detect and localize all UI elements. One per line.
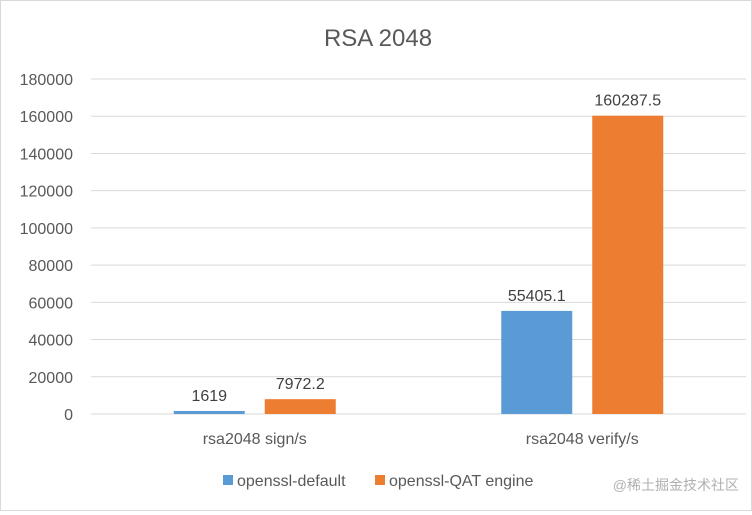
y-tick-label: 40000 [29, 333, 74, 350]
y-tick-label: 60000 [29, 295, 74, 312]
data-label: 1619 [191, 388, 227, 405]
data-label: 55405.1 [508, 288, 566, 305]
data-labels: 1619 7972.2 55405.1 160287.5 [191, 93, 661, 405]
y-tick-label: 0 [64, 407, 73, 424]
bar [173, 410, 245, 414]
bar [592, 115, 664, 415]
x-tick-label: rsa2048 verify/s [526, 431, 639, 448]
y-tick-label: 180000 [20, 72, 73, 89]
x-axis-ticks: rsa2048 sign/s rsa2048 verify/s [203, 431, 639, 448]
data-label: 7972.2 [276, 376, 325, 393]
chart-title: RSA 2048 [324, 25, 432, 52]
y-tick-label: 20000 [29, 370, 74, 387]
y-tick-label: 160000 [20, 109, 73, 126]
legend: openssl-default openssl-QAT engine [223, 473, 533, 490]
y-axis-ticks: 0 20000 40000 60000 80000 100000 120000 140000 1… [20, 72, 73, 424]
bars [173, 115, 664, 415]
y-tick-label: 100000 [20, 221, 73, 238]
legend-label: openssl-QAT engine [389, 473, 533, 490]
legend-swatch [375, 475, 385, 485]
legend-swatch [223, 475, 233, 485]
y-tick-label: 140000 [20, 146, 73, 163]
watermark-text: @稀土掘金技术社区 [613, 477, 739, 493]
y-tick-label: 120000 [20, 184, 73, 201]
data-label: 160287.5 [594, 93, 661, 110]
bar [264, 399, 336, 414]
legend-label: openssl-default [237, 473, 346, 490]
bar [501, 310, 573, 414]
y-tick-label: 80000 [29, 258, 74, 275]
x-tick-label: rsa2048 sign/s [203, 431, 307, 448]
gridlines [91, 78, 746, 415]
